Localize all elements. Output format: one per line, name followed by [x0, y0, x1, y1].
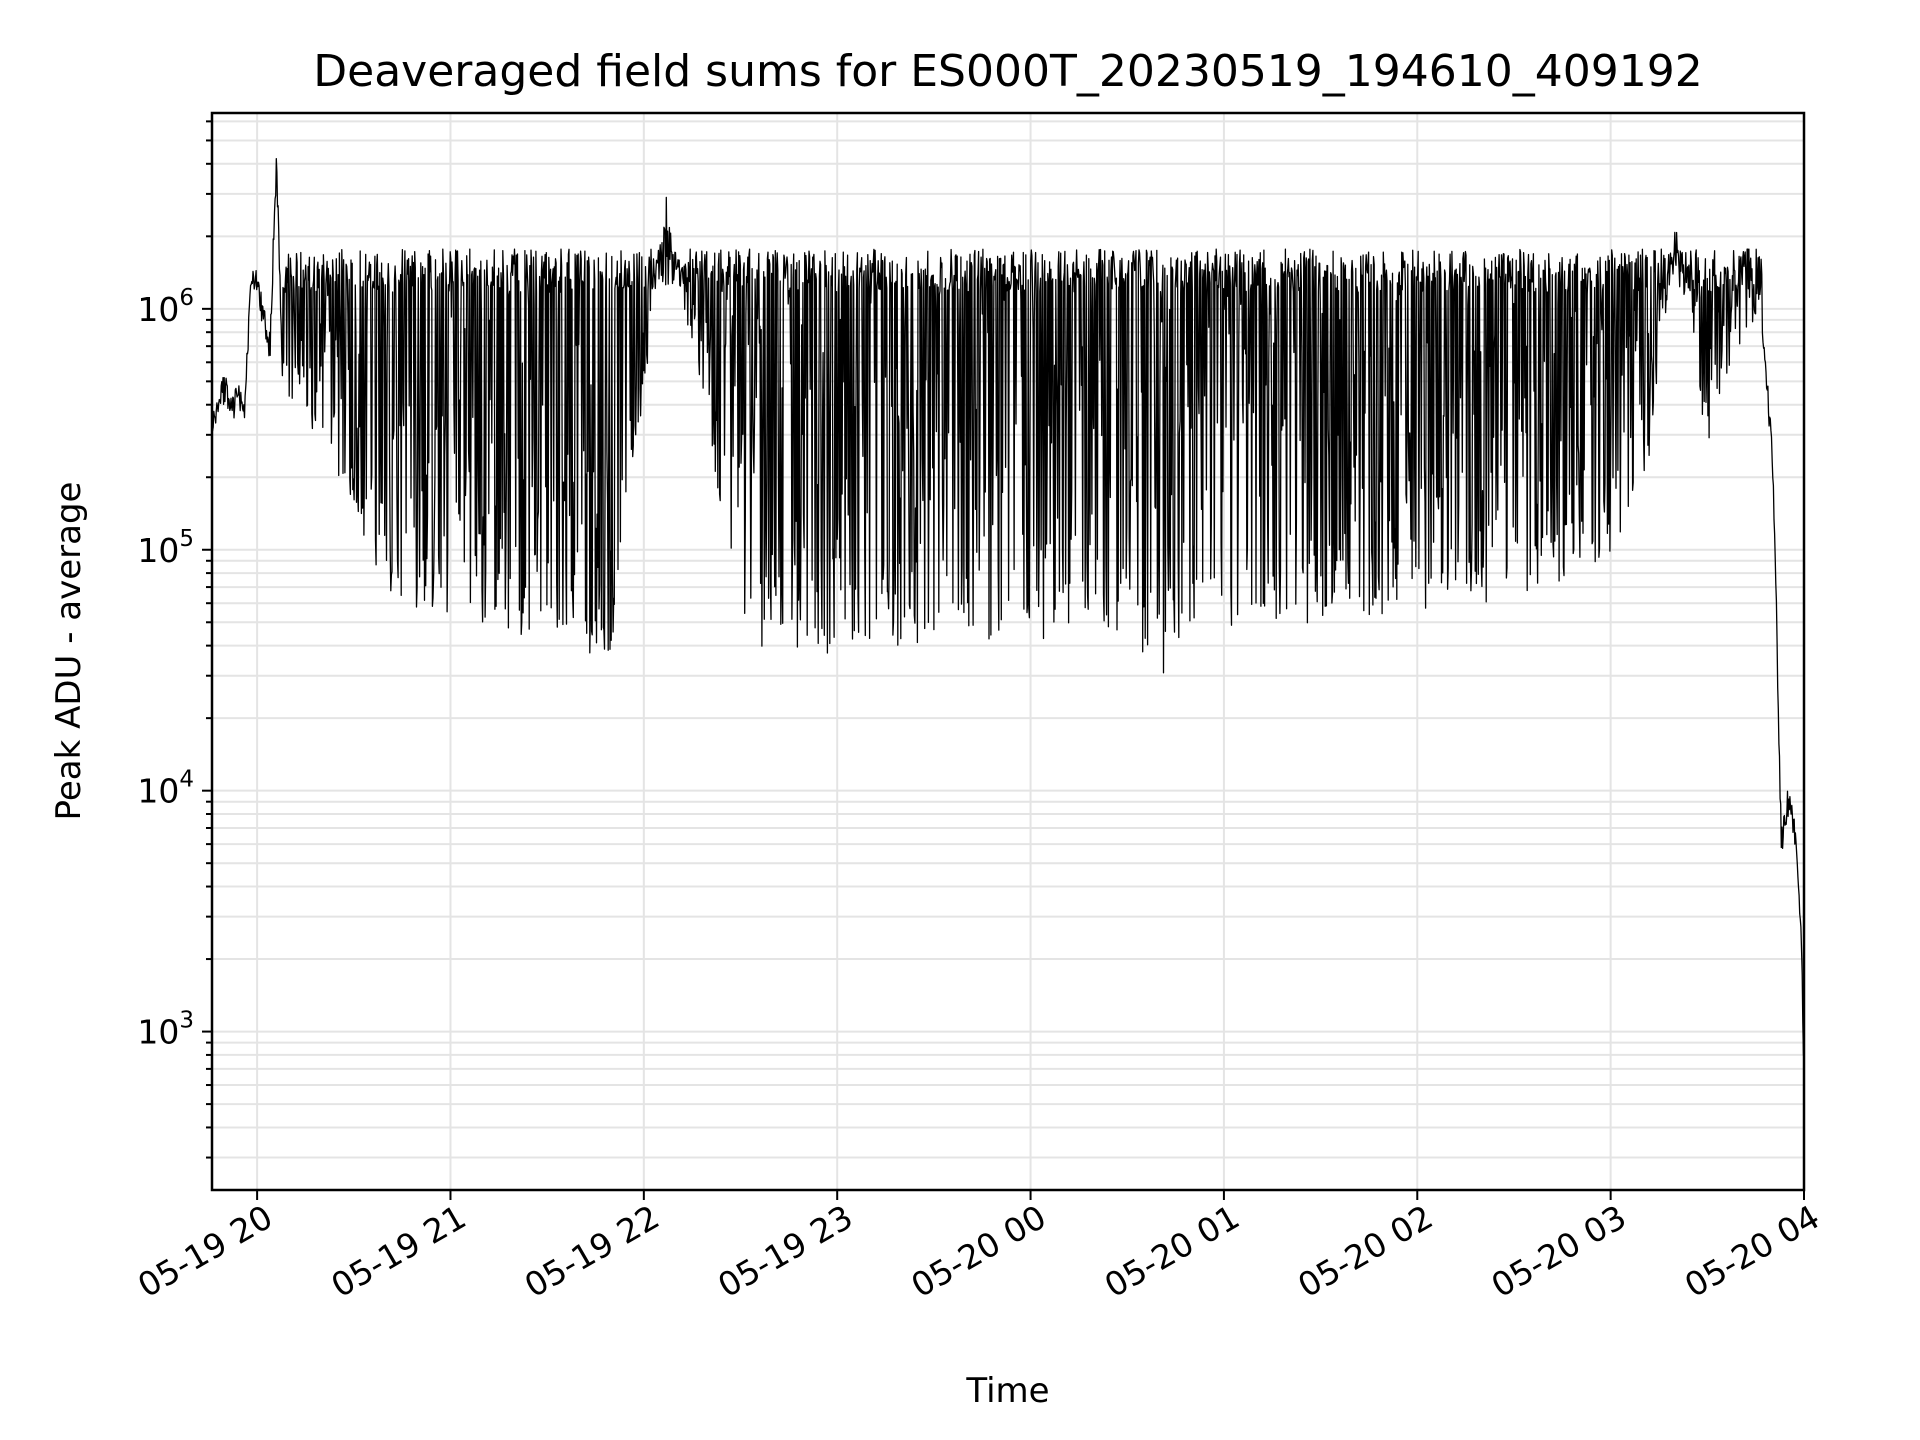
y-axis-label: Peak ADU - average: [49, 482, 89, 821]
chart-title: Deaveraged field sums for ES000T_2023051…: [313, 46, 1702, 97]
y-tick-label: 104: [137, 767, 194, 811]
y-axis: 103 104 105 106: [137, 120, 212, 1159]
series-line: [212, 158, 1804, 1062]
y-tick-label: 103: [137, 1008, 194, 1052]
plot-frame: [210, 111, 1806, 1192]
plot-area: [212, 158, 1804, 1062]
y-tick-label: 105: [137, 526, 194, 570]
y-tick-label: 106: [137, 285, 194, 329]
x-axis-label: Time: [965, 1371, 1049, 1411]
